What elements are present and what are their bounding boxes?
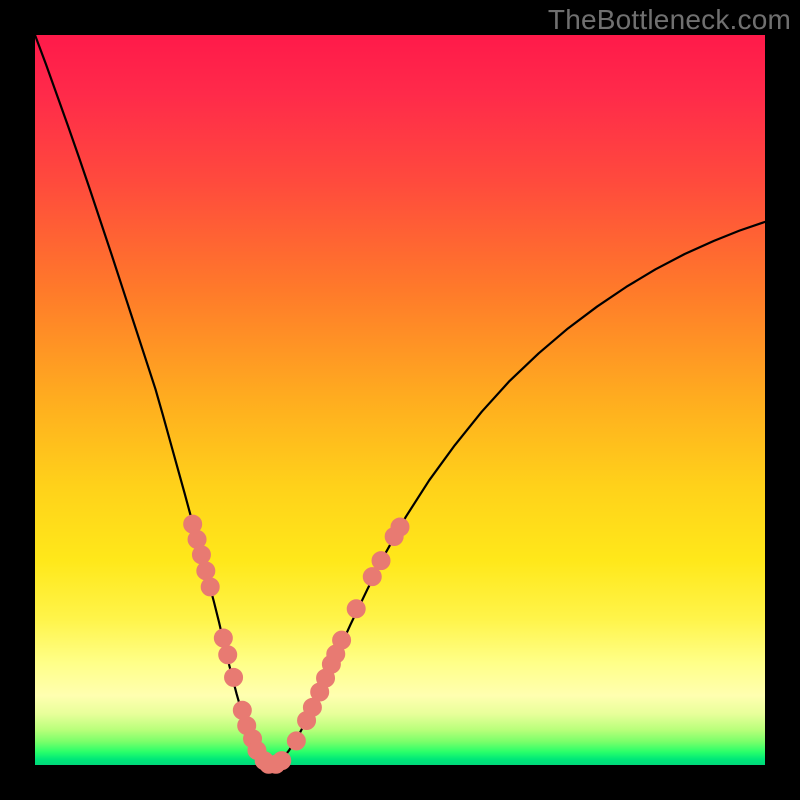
scatter-point <box>287 732 305 750</box>
scatter-point <box>273 752 291 770</box>
scatter-point <box>201 578 219 596</box>
scatter-point <box>225 668 243 686</box>
scatter-point <box>347 600 365 618</box>
scatter-point <box>372 552 390 570</box>
chart-root: TheBottleneck.com <box>0 0 800 800</box>
scatter-point <box>214 629 232 647</box>
scatter-point <box>197 562 215 580</box>
scatter-point <box>391 518 409 536</box>
scatter-point <box>219 646 237 664</box>
scatter-point <box>363 568 381 586</box>
scatter-point <box>333 631 351 649</box>
scatter-point <box>192 546 210 564</box>
scatter-markers <box>0 0 800 800</box>
